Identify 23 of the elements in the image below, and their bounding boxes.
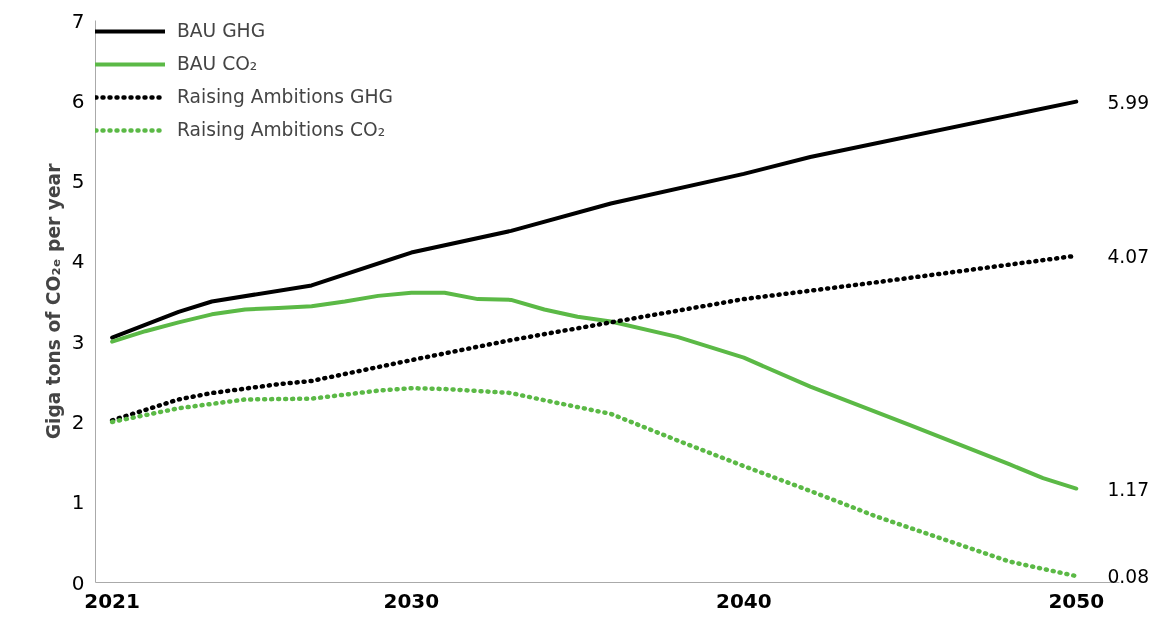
- y-axis-title: Giga tons of CO₂ₑ per year: [42, 162, 64, 440]
- line-series: [109, 385, 1079, 579]
- x-tick-label: 2030: [383, 588, 440, 613]
- y-tick-label: 0: [71, 570, 85, 595]
- y-tick-label: 1: [71, 490, 85, 515]
- legend-label: Raising Ambitions GHG: [177, 86, 393, 107]
- legend-label: BAU GHG: [177, 20, 266, 41]
- y-tick-label: 3: [71, 329, 85, 354]
- y-tick-label: 6: [71, 88, 85, 113]
- x-tick-label: 2021: [84, 588, 140, 613]
- data-label: 5.99: [1107, 91, 1150, 113]
- legend-label: BAU CO₂: [177, 53, 258, 74]
- y-tick-label: 4: [71, 249, 85, 274]
- y-tick-label: 2: [71, 409, 85, 434]
- y-tick-label: 7: [71, 8, 85, 33]
- legend-label: Raising Ambitions CO₂: [177, 119, 386, 140]
- data-label: 1.17: [1107, 478, 1150, 500]
- y-tick-label: 5: [71, 169, 85, 194]
- x-tick-label: 2040: [715, 588, 772, 613]
- data-label: 4.07: [1107, 245, 1150, 267]
- line-series: [110, 290, 1079, 491]
- data-label: 0.08: [1107, 566, 1150, 588]
- x-tick-label: 2050: [1048, 588, 1105, 613]
